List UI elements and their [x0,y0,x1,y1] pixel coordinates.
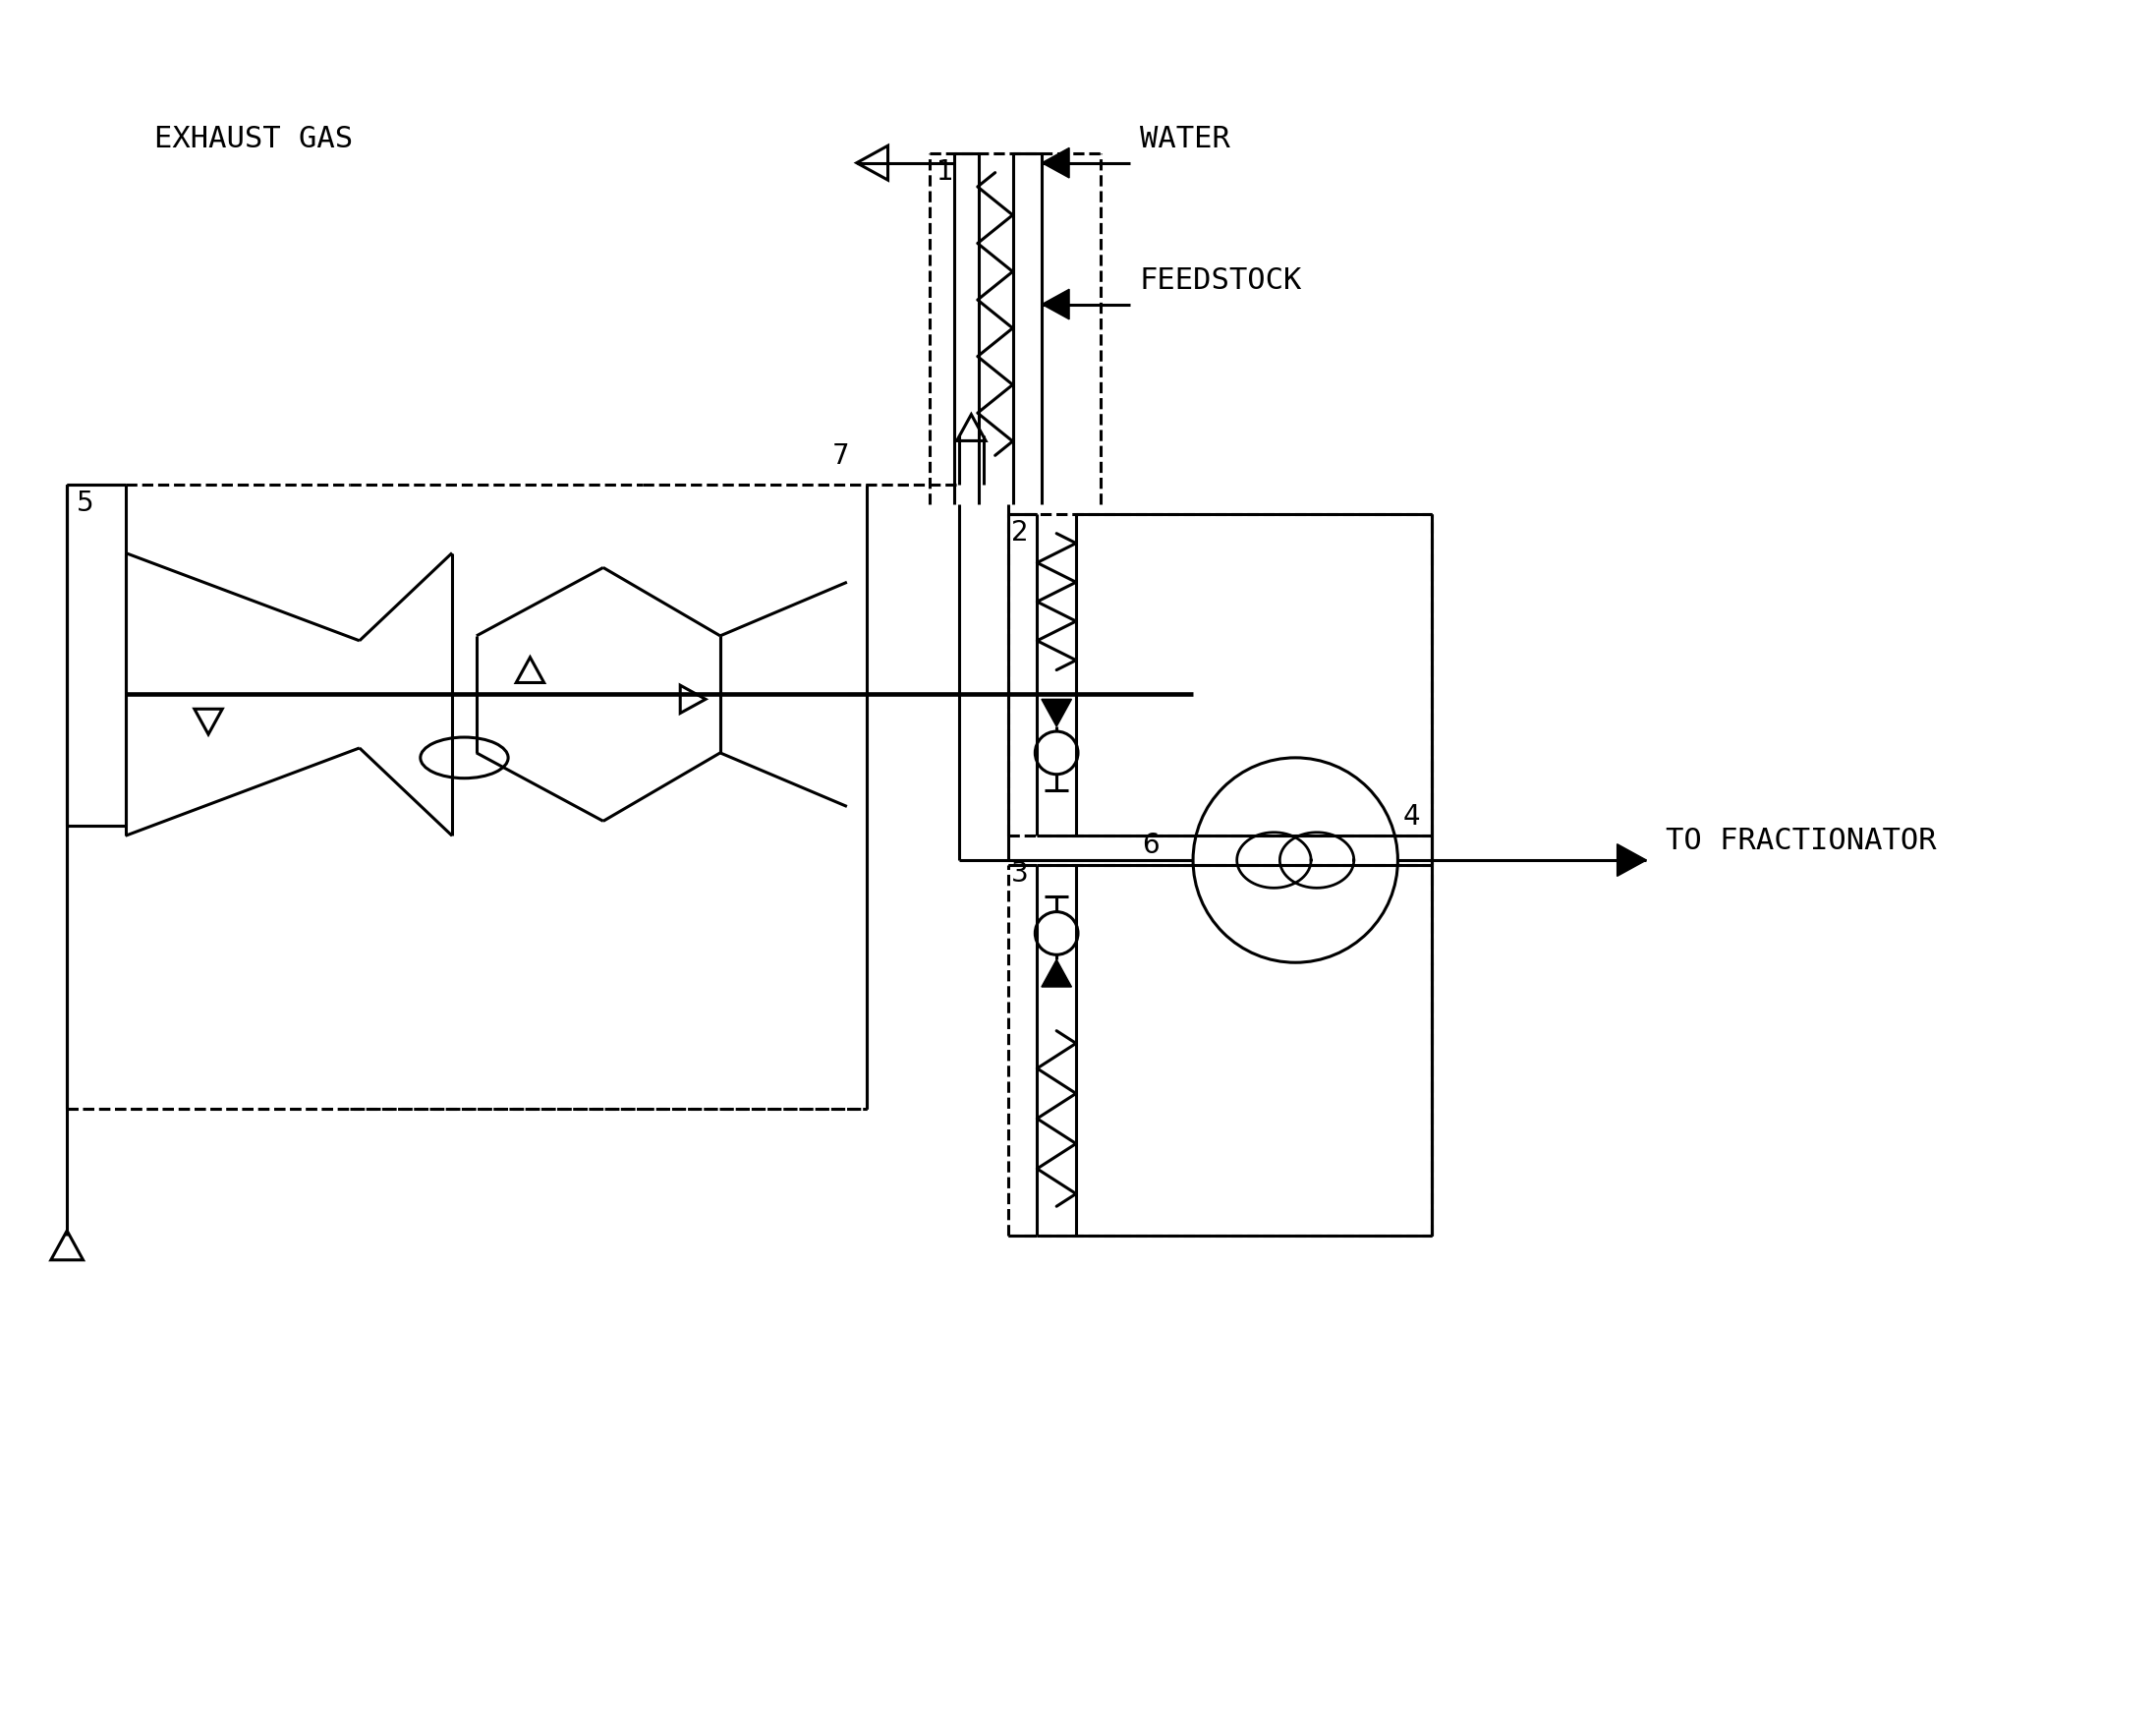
Polygon shape [1041,147,1069,178]
Polygon shape [957,415,985,441]
Text: EXHAUST GAS: EXHAUST GAS [155,125,354,154]
Polygon shape [856,145,888,180]
Text: 1: 1 [936,157,953,185]
Text: 4: 4 [1404,803,1421,830]
Polygon shape [1041,699,1072,727]
Polygon shape [1041,960,1072,986]
Text: TO FRACTIONATOR: TO FRACTIONATOR [1667,827,1936,855]
Polygon shape [52,1230,84,1259]
Text: 7: 7 [832,443,849,471]
Text: FEEDSTOCK: FEEDSTOCK [1138,266,1302,294]
Text: 3: 3 [1011,860,1028,887]
Text: 2: 2 [1011,519,1028,547]
Polygon shape [1041,289,1069,320]
Polygon shape [681,685,705,713]
Polygon shape [1617,844,1647,875]
Polygon shape [515,657,543,683]
Polygon shape [194,709,222,734]
Text: WATER: WATER [1138,125,1229,154]
Text: 5: 5 [78,490,95,517]
Text: 6: 6 [1141,832,1160,860]
